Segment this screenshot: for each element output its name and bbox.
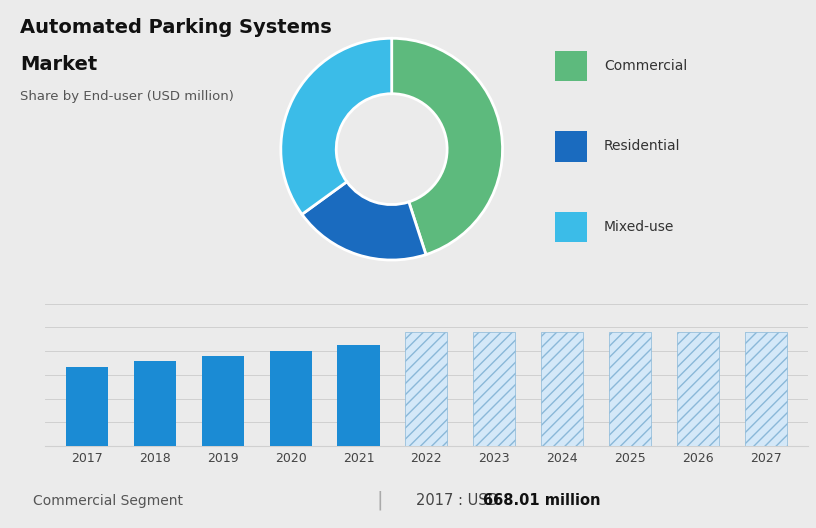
Bar [676,332,719,446]
Text: Residential: Residential [604,139,681,154]
FancyBboxPatch shape [555,212,587,242]
Text: Mixed-use: Mixed-use [604,220,674,234]
Wedge shape [302,182,426,260]
Bar [338,345,379,446]
Wedge shape [281,39,392,214]
Bar [269,351,312,446]
Bar [745,332,787,446]
Bar [202,356,244,446]
Text: Commercial Segment: Commercial Segment [33,494,183,507]
Wedge shape [392,39,503,254]
Text: |: | [376,491,383,510]
FancyBboxPatch shape [555,131,587,162]
Text: 668.01 million: 668.01 million [483,493,601,508]
Bar [406,332,447,446]
Text: Market: Market [20,55,98,74]
Bar [473,332,515,446]
Bar [66,367,108,446]
Text: Share by End-user (USD million): Share by End-user (USD million) [20,90,234,103]
Bar [541,332,583,446]
Text: Commercial: Commercial [604,59,687,73]
Bar [609,332,651,446]
Bar [134,361,176,446]
Text: Automated Parking Systems: Automated Parking Systems [20,18,332,37]
Text: 2017 : USD: 2017 : USD [416,493,503,508]
FancyBboxPatch shape [555,51,587,81]
